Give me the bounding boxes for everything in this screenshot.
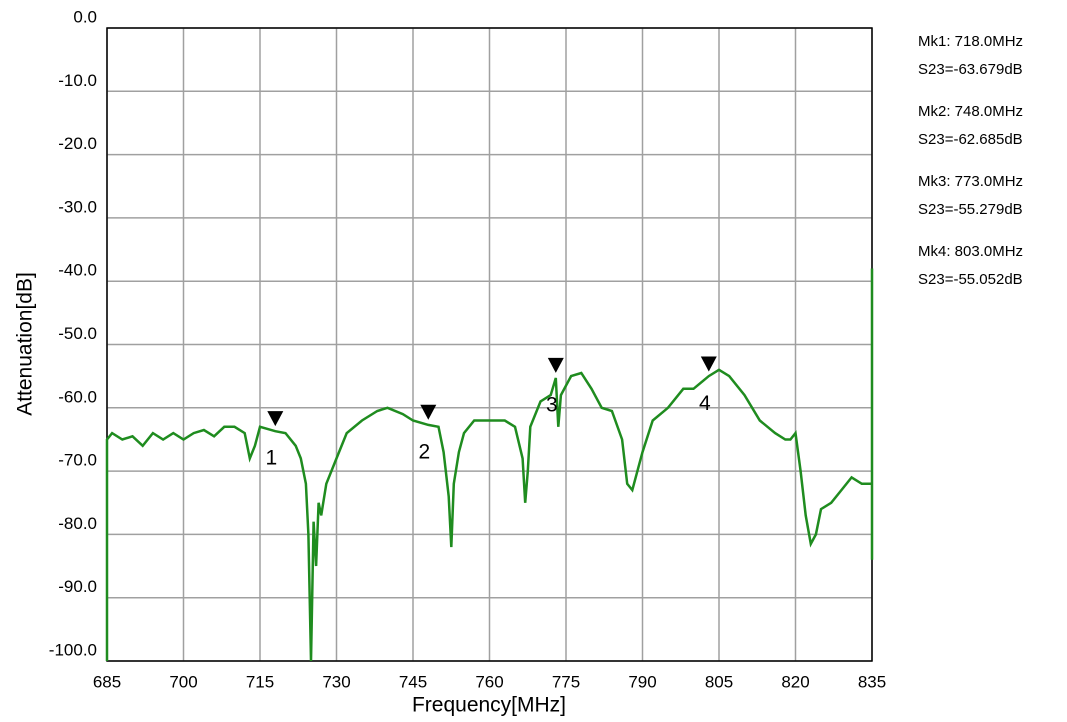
x-tick-label: 775 <box>552 672 580 691</box>
y-tick-label: 0.0 <box>73 7 97 26</box>
y-tick-label: -80.0 <box>58 514 97 533</box>
y-tick-label: -10.0 <box>58 71 97 90</box>
x-tick-label: 685 <box>93 672 121 691</box>
y-tick-label: -20.0 <box>58 134 97 153</box>
marker-value: S23=-55.052dB <box>918 271 1023 288</box>
trace-line <box>105 268 874 662</box>
marker-number: 4 <box>699 392 711 415</box>
y-tick-label: -30.0 <box>58 197 97 216</box>
marker-number: 3 <box>546 393 558 416</box>
marker-triangle <box>547 357 564 373</box>
marker-frequency: Mk4: 803.0MHz <box>918 243 1023 260</box>
marker-value: S23=-63.679dB <box>918 61 1023 78</box>
marker-triangle <box>420 404 437 420</box>
y-tick-label: -40.0 <box>58 261 97 280</box>
marker-triangle <box>700 356 717 372</box>
x-tick-label: 745 <box>399 672 427 691</box>
marker-triangle <box>267 411 284 427</box>
y-tick-label: -50.0 <box>58 324 97 343</box>
x-tick-label: 805 <box>705 672 733 691</box>
marker-number: 1 <box>265 447 277 470</box>
marker-frequency: Mk3: 773.0MHz <box>918 173 1023 190</box>
y-axis-label: Attenuation[dB] <box>14 272 37 416</box>
x-tick-label: 790 <box>628 672 656 691</box>
marker-frequency: Mk1: 718.0MHz <box>918 33 1023 50</box>
x-tick-label: 835 <box>858 672 886 691</box>
x-tick-label: 700 <box>169 672 197 691</box>
marker-number: 2 <box>418 440 430 463</box>
x-tick-label: 820 <box>781 672 809 691</box>
y-tick-label: -70.0 <box>58 451 97 470</box>
y-tick-label: -60.0 <box>58 387 97 406</box>
marker-value: S23=-62.685dB <box>918 131 1023 148</box>
x-tick-label: 760 <box>475 672 503 691</box>
x-axis-label: Frequency[MHz] <box>412 694 566 717</box>
y-tick-label: -90.0 <box>58 577 97 596</box>
marker-frequency: Mk2: 748.0MHz <box>918 103 1023 120</box>
x-tick-label: 730 <box>322 672 350 691</box>
y-tick-label: -100.0 <box>49 640 97 659</box>
x-tick-label: 715 <box>246 672 274 691</box>
marker-value: S23=-55.279dB <box>918 201 1023 218</box>
